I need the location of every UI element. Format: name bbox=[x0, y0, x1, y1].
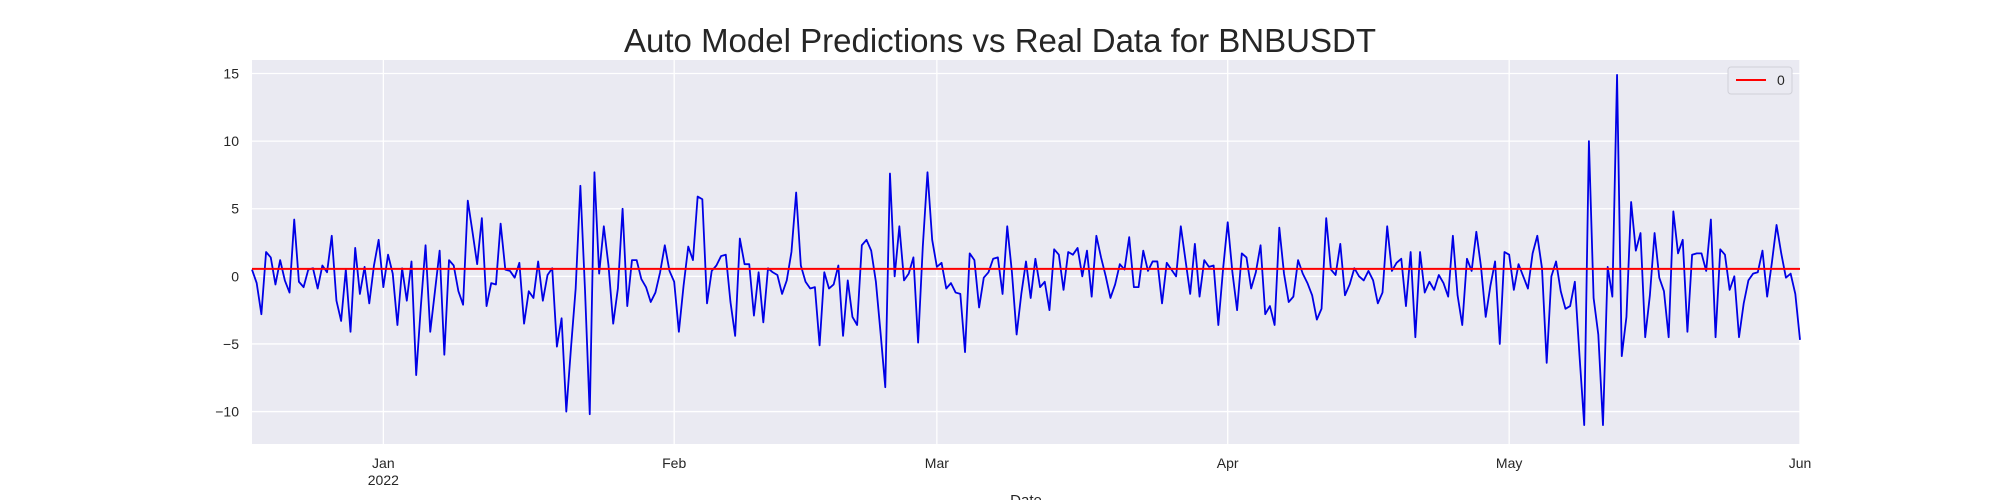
x-tick-label: Apr bbox=[1217, 455, 1239, 471]
y-tick-label: 10 bbox=[223, 133, 239, 149]
x-tick-label: Mar bbox=[925, 455, 949, 471]
x-tick-sublabel: 2022 bbox=[368, 472, 399, 488]
legend-label-series-0: 0 bbox=[1777, 72, 1785, 88]
y-tick-label: 15 bbox=[223, 66, 239, 82]
x-tick-label: May bbox=[1496, 455, 1522, 471]
y-axis-ticks: 15 10 5 0 −5 −10 bbox=[215, 66, 239, 420]
grid-lines bbox=[252, 60, 1801, 444]
chart-title: Auto Model Predictions vs Real Data for … bbox=[624, 22, 1376, 59]
series-layer bbox=[251, 73, 1801, 426]
y-tick-label: −5 bbox=[223, 336, 239, 352]
y-tick-label: −10 bbox=[215, 404, 239, 420]
x-tick-label: Jun bbox=[1789, 455, 1812, 471]
y-tick-label: 0 bbox=[231, 268, 239, 284]
legend: 0 bbox=[1727, 66, 1793, 95]
x-tick-label: Feb bbox=[662, 455, 686, 471]
plot-area bbox=[252, 60, 1800, 444]
x-tick-label: Jan bbox=[372, 455, 395, 471]
y-tick-label: 5 bbox=[231, 201, 239, 217]
x-axis-label: Date bbox=[1010, 492, 1042, 500]
